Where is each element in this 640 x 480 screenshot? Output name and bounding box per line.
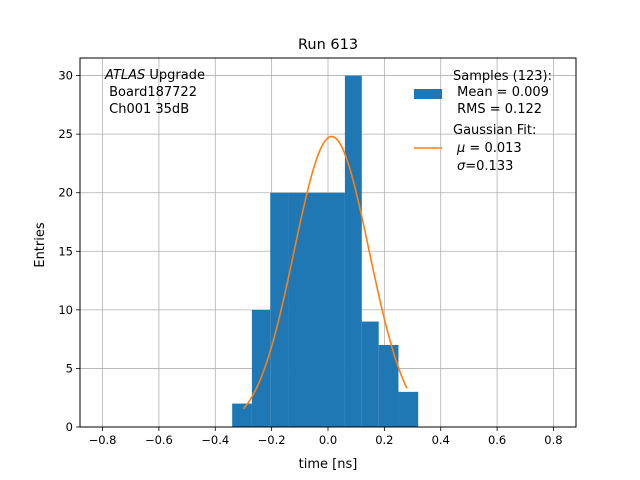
y-tick-label: 5 (66, 361, 73, 375)
y-tick-label: 0 (66, 420, 73, 434)
legend-hist-line-3: RMS = 0.122 (453, 102, 542, 117)
gaussian-fit-curve (242, 135, 408, 410)
y-tick-label: 10 (58, 303, 73, 317)
histogram-bar (251, 309, 271, 427)
x-tick-label: 0.8 (544, 433, 562, 447)
y-tick-label: 20 (58, 186, 73, 200)
chart-title: Run 613 (298, 37, 358, 53)
legend-mu-symbol: μ (456, 141, 465, 156)
legend-hist-swatch (414, 89, 442, 99)
legend-hist-line-1: Samples (123): (453, 69, 552, 84)
legend-fit-sigma: σ=0.133 (457, 159, 513, 174)
legend-hist-line-2: Mean = 0.009 (453, 85, 549, 100)
legend: Samples (123): Mean = 0.009 RMS = 0.122 … (414, 69, 552, 174)
y-tick-label: 30 (58, 69, 73, 83)
histogram-bar (361, 321, 379, 427)
x-tick-label: 0.4 (432, 433, 450, 447)
x-axis-label: time [ns] (299, 457, 358, 472)
histogram-bars (232, 75, 419, 428)
y-tick-label: 25 (58, 127, 73, 141)
annotation-channel: Ch001 35dB (105, 102, 189, 117)
x-tick-label: −0.4 (201, 433, 229, 447)
x-tick-label: −0.6 (145, 433, 173, 447)
x-tick-label: −0.2 (258, 433, 286, 447)
legend-sigma-value: =0.133 (465, 159, 513, 174)
legend-mu-value: = 0.013 (465, 141, 521, 156)
histogram-bar (344, 75, 362, 428)
annotation-line-1: ATLAS Upgrade (104, 68, 205, 83)
legend-sigma-symbol: σ (457, 159, 466, 174)
histogram-bar (398, 391, 419, 427)
histogram-bar (270, 192, 289, 427)
x-tick-label: 0.0 (319, 433, 337, 447)
x-axis-ticks: −0.8 −0.6 −0.4 −0.2 0.0 0.2 0.4 0.6 0.8 (89, 427, 563, 447)
x-tick-label: 0.2 (375, 433, 393, 447)
legend-fit-line-1: Gaussian Fit: (453, 123, 536, 138)
annotation-upgrade: Upgrade (145, 68, 205, 83)
y-tick-label: 15 (58, 244, 73, 258)
atlas-annotation: ATLAS Upgrade Board187722 Ch001 35dB (104, 68, 205, 117)
annotation-atlas: ATLAS (104, 68, 145, 83)
histogram-bar (232, 403, 252, 427)
y-axis-ticks: 0 5 10 15 20 25 30 (58, 69, 80, 434)
annotation-board: Board187722 (105, 85, 197, 100)
x-tick-label: 0.6 (488, 433, 506, 447)
y-axis-label: Entries (33, 222, 48, 268)
gaussian-fit-line (242, 135, 408, 410)
histogram-bar (288, 192, 345, 427)
x-tick-label: −0.8 (89, 433, 117, 447)
legend-fit-mu: μ = 0.013 (456, 141, 522, 156)
histogram-bar (378, 345, 399, 427)
